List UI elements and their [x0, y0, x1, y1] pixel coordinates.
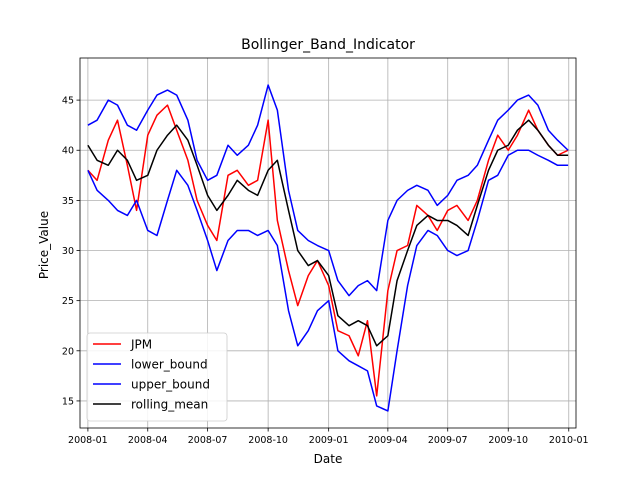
y-tick-label: 35: [62, 196, 74, 207]
legend-label: upper_bound: [131, 378, 210, 392]
x-tick-label: 2009-01: [309, 435, 349, 446]
x-tick-label: 2010-01: [549, 435, 589, 446]
legend: JPM lower_bound upper_bound rolling_mean: [86, 332, 228, 422]
y-tick-label: 20: [62, 346, 74, 357]
x-axis-label: Date: [314, 452, 343, 466]
x-tick-label: 2008-04: [128, 435, 168, 446]
x-tick-label: 2009-04: [368, 435, 408, 446]
axes-frame: [79, 57, 577, 429]
series-line-rolling-mean: [87, 119, 569, 347]
series-line-JPM: [87, 104, 569, 397]
y-axis-label: Price_Value: [37, 211, 51, 279]
x-tick-label: 2009-07: [428, 435, 468, 446]
series-line-upper-bound: [87, 84, 569, 297]
x-tick-label: 2009-10: [488, 435, 528, 446]
plot-area: 2008-01 2008-04 2008-07 2008-10 2009-01 2009-…: [62, 57, 589, 446]
chart-title: Bollinger_Band_Indicator: [241, 37, 415, 53]
legend-label: rolling_mean: [131, 398, 208, 412]
legend-box: [86, 332, 228, 422]
y-tick-label: 30: [62, 246, 74, 257]
legend-label: JPM: [130, 338, 152, 352]
legend-label: lower_bound: [131, 358, 208, 372]
x-tick-label: 2008-01: [68, 435, 108, 446]
y-tick-label: 15: [62, 396, 74, 407]
y-tick-label: 25: [62, 296, 74, 307]
y-tick-label: 45: [62, 96, 74, 107]
y-tick-label: 40: [62, 146, 74, 157]
x-tick-label: 2008-10: [248, 435, 288, 446]
series-line-lower-bound: [87, 149, 569, 412]
x-tick-label: 2008-07: [188, 435, 228, 446]
